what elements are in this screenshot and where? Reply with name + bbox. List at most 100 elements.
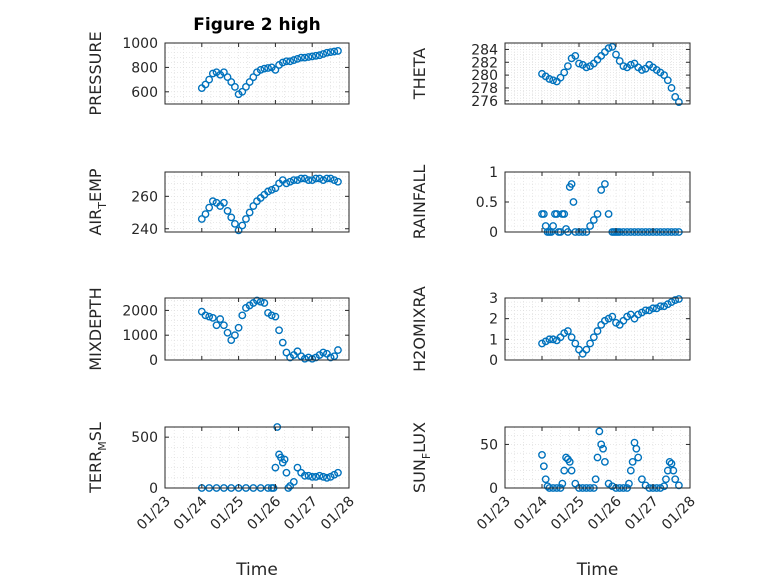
- data-point: [219, 321, 228, 330]
- data-point: [625, 479, 633, 488]
- data-point: [311, 472, 320, 481]
- data-point: [626, 466, 635, 475]
- data-point: [271, 463, 280, 472]
- y-tick-label: 800: [131, 60, 158, 76]
- data-point: [582, 63, 591, 72]
- data-point: [541, 475, 550, 484]
- data-point: [597, 440, 606, 449]
- data-point: [665, 457, 674, 466]
- data-point: [289, 56, 298, 64]
- subplot-h2omixra: 0 1 2 3 H2OMIXRA: [410, 286, 691, 372]
- data-point: [334, 47, 342, 55]
- data-point: [231, 83, 239, 91]
- axes-box: [164, 171, 350, 233]
- data-point: [589, 216, 598, 224]
- data-point: [545, 335, 554, 344]
- data-point: [663, 466, 672, 475]
- data-point: [323, 473, 331, 482]
- data-point: [304, 53, 313, 61]
- data-point: [628, 457, 637, 466]
- data-point: [238, 87, 247, 96]
- data-point: [593, 327, 602, 335]
- data-point: [571, 51, 580, 60]
- data-point: [649, 304, 657, 313]
- data-point: [219, 198, 228, 207]
- data-point: [267, 185, 276, 194]
- data-point: [231, 219, 239, 228]
- data-point: [675, 295, 683, 303]
- x-tick-label: 01/23: [474, 494, 514, 534]
- axes-box: [164, 42, 350, 105]
- data-point: [634, 453, 643, 462]
- data-point: [223, 207, 232, 215]
- data-point: [201, 210, 210, 219]
- y-tick-label: 3: [489, 291, 498, 307]
- data-point: [597, 186, 606, 194]
- data-point: [245, 78, 254, 86]
- data-point: [223, 328, 232, 337]
- data-point: [289, 477, 298, 486]
- data-point: [604, 44, 613, 53]
- data-point: [319, 348, 328, 357]
- data-point: [253, 296, 261, 305]
- y-tick-label: 0: [489, 481, 498, 497]
- data-point: [330, 176, 339, 185]
- data-point: [271, 65, 280, 74]
- data-point: [567, 180, 576, 188]
- data-point: [238, 311, 247, 320]
- data-point: [278, 58, 287, 67]
- data-point: [282, 468, 291, 477]
- subplot-pressure: 600 800 1000 PRESSURE: [86, 31, 350, 116]
- data-point: [671, 475, 680, 484]
- data-point: [334, 177, 342, 186]
- y-axis-label: AIRTEMP: [86, 168, 109, 235]
- y-axis-label: RAINFALL: [410, 165, 429, 240]
- data-point: [593, 210, 602, 218]
- x-tick-label: 01/25: [208, 494, 248, 534]
- y-tick-label: 1000: [122, 328, 158, 344]
- data-point: [567, 333, 576, 342]
- data-point: [264, 64, 272, 72]
- y-tick-label: 276: [471, 94, 498, 110]
- data-point: [326, 353, 335, 362]
- data-point: [608, 312, 617, 321]
- data-point: [604, 210, 613, 218]
- data-point: [205, 312, 214, 321]
- data-point: [615, 57, 624, 65]
- y-tick-label: 282: [471, 55, 498, 71]
- data-point: [315, 51, 324, 60]
- data-point: [326, 48, 335, 57]
- data-point: [586, 222, 594, 230]
- data-point: [201, 80, 210, 89]
- data-point: [560, 466, 569, 475]
- y-tick-label: 0: [489, 353, 498, 369]
- y-tick-label: 50: [480, 437, 498, 453]
- data-point: [205, 75, 214, 84]
- data-point: [641, 306, 650, 315]
- data-point: [282, 179, 291, 188]
- data-point: [208, 69, 217, 78]
- data-point: [311, 51, 320, 60]
- y-tick-label: 260: [131, 189, 158, 205]
- data-point: [626, 60, 635, 69]
- x-tick-label: 01/28: [318, 494, 358, 534]
- y-tick-label: 1000: [122, 36, 158, 52]
- data-point: [208, 313, 217, 322]
- data-point: [632, 444, 641, 453]
- data-point: [300, 354, 309, 363]
- y-axis-label: SUNFLUX: [410, 422, 433, 493]
- data-point: [667, 84, 676, 92]
- data-point: [278, 338, 287, 347]
- data-point: [539, 210, 548, 218]
- data-point: [612, 50, 620, 59]
- data-point: [334, 346, 342, 354]
- y-tick-label: 0: [149, 481, 158, 497]
- data-point: [330, 47, 339, 56]
- data-point: [564, 62, 572, 71]
- data-point: [308, 176, 317, 185]
- data-point: [638, 475, 646, 484]
- data-point: [212, 321, 221, 330]
- axes-box: [504, 426, 691, 489]
- data-point: [286, 177, 295, 186]
